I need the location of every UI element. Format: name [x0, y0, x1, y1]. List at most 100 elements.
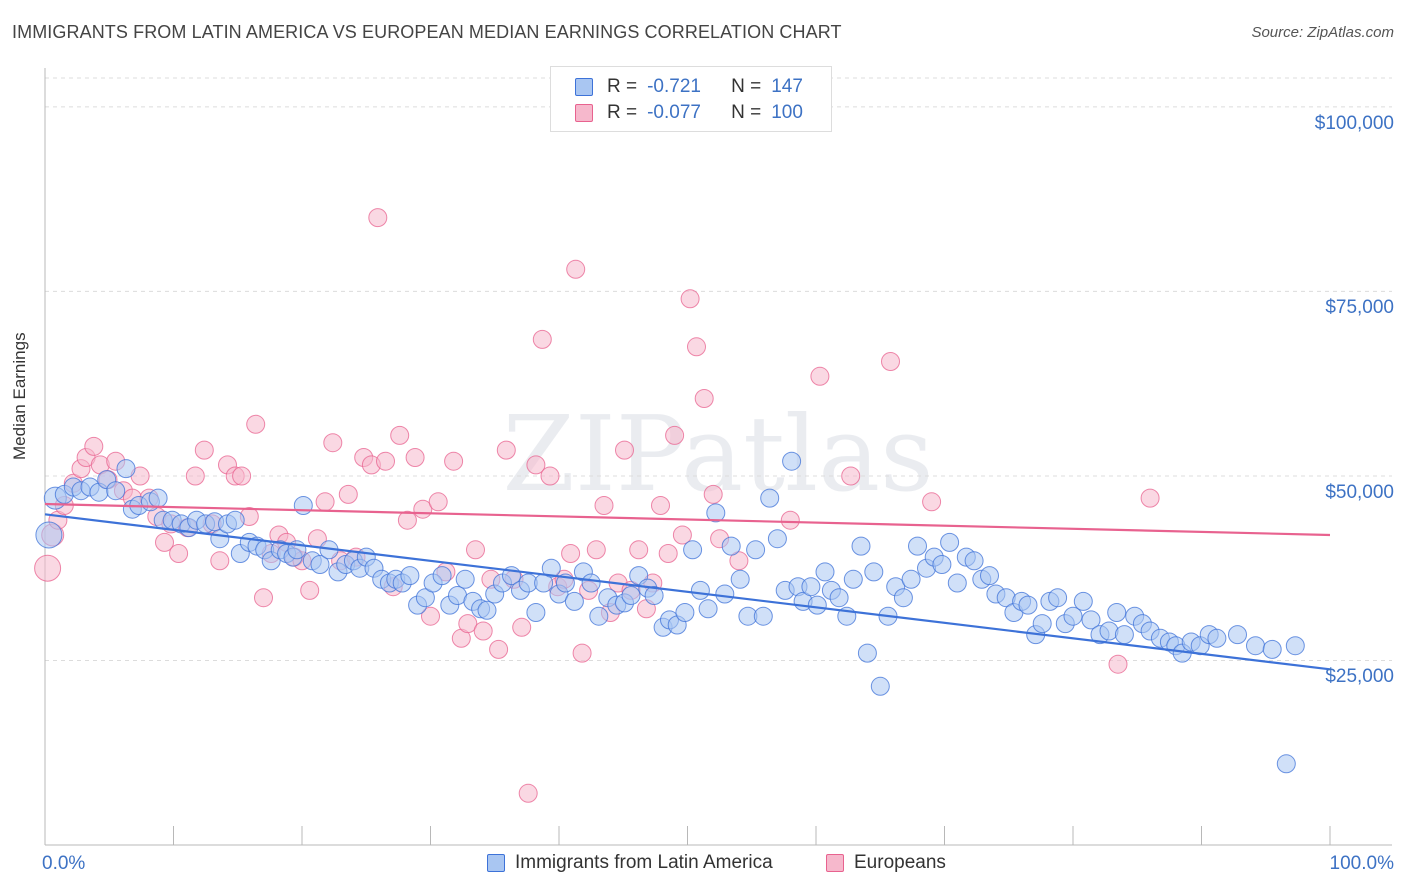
latin-america-point [35, 521, 63, 549]
europeans-point [680, 289, 700, 309]
r-value: -0.077 [647, 102, 701, 123]
n-value: 100 [771, 102, 803, 123]
y-tick-label: $75,000 [1325, 297, 1394, 319]
latin-america-point [581, 573, 601, 593]
latin-america-point [106, 481, 126, 501]
chart-title: IMMIGRANTS FROM LATIN AMERICA VS EUROPEA… [12, 22, 842, 42]
latin-america-point [940, 532, 960, 552]
europeans-point [489, 639, 509, 659]
europeans-point [729, 551, 749, 571]
latin-america-point [1285, 636, 1305, 656]
latin-america-point [1081, 610, 1101, 630]
latin-america-point [964, 551, 984, 571]
europeans-point [540, 466, 560, 486]
y-tick-label: $50,000 [1325, 481, 1394, 503]
europeans-point [323, 433, 343, 453]
latin-america-points [35, 451, 1305, 774]
europeans-point [586, 540, 606, 560]
latin-america-point [1114, 625, 1134, 645]
europeans-point [254, 588, 273, 608]
legend-row-europeans: R = -0.077 N = 100 [575, 101, 803, 125]
legend-swatch-pink [826, 854, 844, 872]
latin-america-point [1228, 625, 1247, 645]
europeans-point [169, 544, 189, 563]
latin-america-point [116, 459, 136, 479]
x-tick-label-min: 0.0% [42, 853, 86, 874]
latin-america-point [730, 569, 750, 589]
europeans-point [1108, 654, 1128, 674]
latin-america-point [400, 566, 420, 586]
europeans-point [694, 389, 714, 408]
chart-source: Source: ZipAtlas.com [1251, 24, 1394, 41]
latin-america-point [415, 588, 435, 608]
europeans-point [561, 544, 581, 563]
legend-row-latin-america: R = -0.721 N = 147 [575, 75, 803, 99]
latin-america-point [225, 510, 245, 530]
legend-label: Europeans [854, 852, 946, 873]
latin-america-point [1032, 614, 1052, 634]
europeans-point [594, 496, 614, 515]
europeans-point [376, 451, 395, 471]
latin-america-point [690, 580, 710, 600]
n-label: N = [731, 76, 762, 97]
latin-america-point [908, 536, 927, 556]
europeans-point [780, 510, 800, 530]
europeans-point [665, 425, 685, 445]
legend-item-europeans: Europeans [826, 852, 946, 874]
latin-america-point [893, 588, 913, 608]
latin-america-point [864, 562, 884, 582]
latin-america-point [644, 586, 664, 605]
europeans-point [155, 532, 174, 552]
legend-swatch-blue [575, 78, 593, 96]
europeans-point [34, 554, 62, 582]
europeans-point [1140, 488, 1160, 508]
europeans-point [629, 540, 649, 560]
latin-america-point [1018, 595, 1038, 615]
latin-america-point [293, 496, 313, 515]
europeans-trend-line [44, 502, 1331, 537]
legend-swatch-blue [487, 854, 505, 872]
grid-lines [45, 77, 1392, 661]
europeans-point [841, 466, 861, 486]
latin-america-point [901, 569, 921, 589]
latin-america-point [683, 540, 703, 560]
latin-america-point [621, 586, 641, 605]
latin-america-point [564, 591, 584, 611]
x-tick-label-max: 100.0% [1329, 853, 1394, 874]
europeans-point [672, 525, 692, 545]
latin-america-point [432, 566, 452, 586]
europeans-point [651, 496, 670, 515]
latin-america-point [541, 558, 561, 578]
europeans-point [532, 329, 552, 349]
latin-america-point [932, 555, 952, 574]
n-label: N = [731, 102, 762, 123]
europeans-point [368, 208, 388, 228]
latin-america-point [807, 595, 827, 615]
latin-america-point [1063, 606, 1083, 626]
latin-america-point [1048, 588, 1068, 608]
latin-america-point [851, 536, 871, 556]
latin-america-point [857, 643, 877, 663]
europeans-point [210, 551, 230, 571]
n-value: 147 [771, 76, 803, 97]
europeans-point [405, 448, 425, 467]
latin-america-point [980, 566, 999, 586]
latin-america-point [1246, 636, 1265, 656]
y-tick-label: $100,000 [1314, 112, 1394, 134]
europeans-points [34, 208, 1160, 803]
latin-america-point [815, 562, 835, 582]
latin-america-point [870, 676, 890, 696]
europeans-point [703, 484, 723, 504]
latin-america-point [526, 603, 546, 622]
europeans-point [84, 436, 104, 456]
europeans-point [390, 425, 410, 445]
latin-america-point [477, 600, 497, 620]
legend-label: Immigrants from Latin America [515, 852, 773, 873]
europeans-point [246, 414, 266, 434]
latin-america-point [675, 603, 695, 622]
europeans-point [300, 580, 320, 600]
latin-america-point [1073, 591, 1093, 611]
latin-america-point [706, 503, 726, 523]
europeans-point [615, 440, 634, 460]
